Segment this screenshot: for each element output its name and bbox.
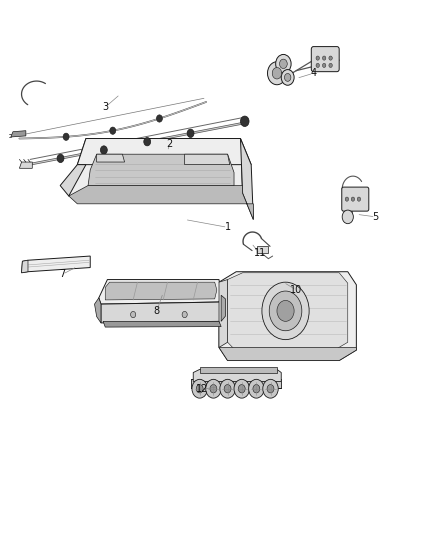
Polygon shape — [21, 256, 90, 273]
Circle shape — [267, 384, 274, 393]
Circle shape — [345, 197, 349, 201]
Polygon shape — [101, 302, 221, 323]
Circle shape — [316, 56, 319, 60]
Circle shape — [269, 291, 302, 331]
Text: 11: 11 — [254, 248, 266, 259]
Circle shape — [156, 115, 162, 122]
Circle shape — [206, 379, 221, 398]
Circle shape — [253, 384, 260, 393]
Circle shape — [329, 63, 332, 68]
Circle shape — [281, 70, 294, 85]
FancyBboxPatch shape — [311, 46, 339, 71]
Text: 8: 8 — [154, 306, 160, 316]
Circle shape — [131, 311, 136, 318]
Polygon shape — [19, 162, 32, 168]
Polygon shape — [60, 165, 86, 196]
Circle shape — [110, 127, 116, 134]
Circle shape — [351, 197, 355, 201]
Circle shape — [63, 133, 69, 140]
Circle shape — [57, 154, 64, 163]
Polygon shape — [95, 298, 101, 323]
Circle shape — [329, 56, 332, 60]
Circle shape — [234, 379, 250, 398]
Circle shape — [210, 384, 217, 393]
Polygon shape — [99, 280, 221, 304]
Polygon shape — [191, 379, 281, 387]
Bar — [257, 246, 268, 254]
Polygon shape — [219, 272, 357, 360]
Circle shape — [238, 384, 245, 393]
Polygon shape — [200, 367, 277, 373]
Circle shape — [268, 62, 286, 85]
Text: 10: 10 — [290, 285, 302, 295]
Circle shape — [322, 63, 326, 68]
Polygon shape — [219, 348, 357, 360]
Circle shape — [276, 54, 291, 73]
Text: 1: 1 — [225, 222, 231, 232]
Polygon shape — [21, 260, 28, 273]
Polygon shape — [219, 280, 228, 348]
Polygon shape — [240, 139, 253, 220]
Circle shape — [100, 146, 107, 154]
Circle shape — [240, 116, 249, 126]
Polygon shape — [221, 295, 226, 321]
Polygon shape — [69, 139, 243, 196]
Polygon shape — [103, 321, 221, 327]
Circle shape — [357, 197, 360, 201]
Circle shape — [249, 379, 264, 398]
Circle shape — [284, 74, 291, 82]
Circle shape — [322, 56, 326, 60]
Polygon shape — [185, 154, 230, 165]
Circle shape — [279, 59, 287, 69]
Polygon shape — [105, 282, 217, 300]
Circle shape — [220, 379, 235, 398]
Text: 4: 4 — [311, 68, 317, 78]
Text: 2: 2 — [166, 139, 173, 149]
Circle shape — [192, 379, 208, 398]
Polygon shape — [193, 369, 281, 382]
Circle shape — [196, 384, 203, 393]
Polygon shape — [11, 131, 26, 137]
Circle shape — [263, 379, 278, 398]
Text: 12: 12 — [196, 384, 208, 394]
Polygon shape — [69, 185, 253, 220]
Circle shape — [187, 129, 194, 138]
Text: 5: 5 — [373, 212, 379, 222]
Polygon shape — [97, 154, 124, 162]
Circle shape — [144, 138, 151, 146]
Circle shape — [277, 301, 294, 321]
FancyBboxPatch shape — [342, 187, 369, 211]
Circle shape — [224, 384, 231, 393]
Circle shape — [262, 282, 309, 340]
Polygon shape — [228, 273, 348, 351]
Polygon shape — [78, 139, 251, 165]
Text: 7: 7 — [59, 269, 65, 279]
Circle shape — [182, 311, 187, 318]
Text: 3: 3 — [102, 102, 108, 112]
Circle shape — [316, 63, 319, 68]
Circle shape — [342, 210, 353, 224]
Polygon shape — [88, 154, 234, 185]
Circle shape — [272, 68, 282, 79]
